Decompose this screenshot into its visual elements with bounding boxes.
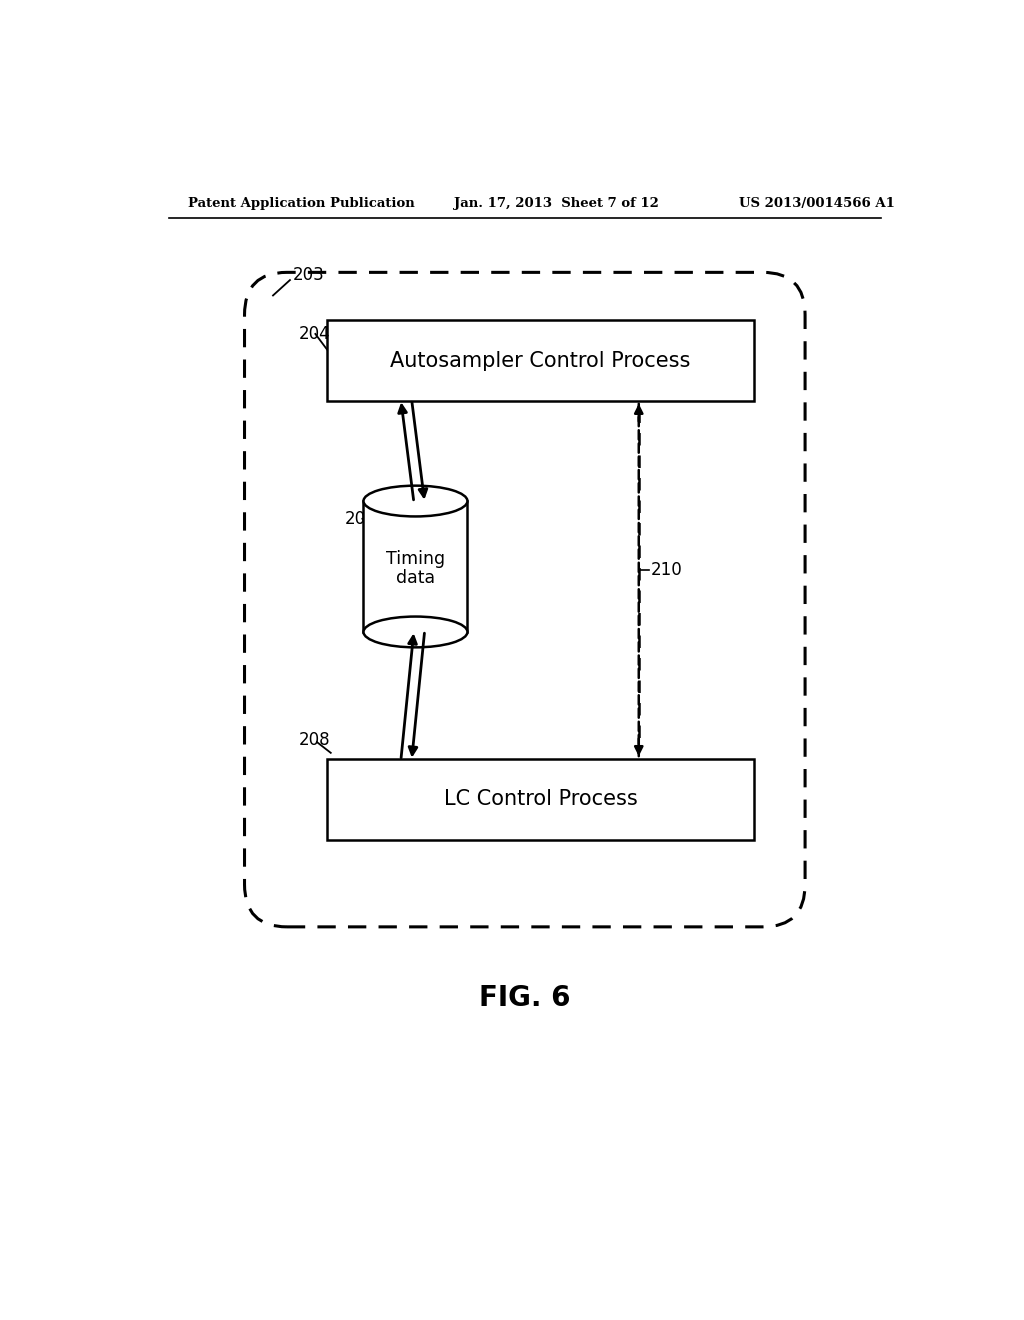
FancyBboxPatch shape (327, 759, 755, 840)
Text: 209: 209 (345, 510, 376, 528)
Text: Timing: Timing (386, 550, 445, 568)
Polygon shape (364, 502, 467, 632)
Text: FIG. 6: FIG. 6 (479, 983, 570, 1011)
Text: 210: 210 (651, 561, 683, 579)
Text: US 2013/0014566 A1: US 2013/0014566 A1 (739, 197, 895, 210)
Text: 208: 208 (298, 731, 330, 748)
Text: Patent Application Publication: Patent Application Publication (188, 197, 415, 210)
Text: Autosampler Control Process: Autosampler Control Process (390, 351, 691, 371)
Text: Jan. 17, 2013  Sheet 7 of 12: Jan. 17, 2013 Sheet 7 of 12 (454, 197, 658, 210)
FancyBboxPatch shape (327, 321, 755, 401)
Text: 203: 203 (292, 267, 324, 284)
Text: 204: 204 (298, 325, 330, 343)
Text: LC Control Process: LC Control Process (443, 789, 638, 809)
Ellipse shape (364, 486, 467, 516)
Text: data: data (396, 569, 435, 587)
Ellipse shape (364, 616, 467, 647)
